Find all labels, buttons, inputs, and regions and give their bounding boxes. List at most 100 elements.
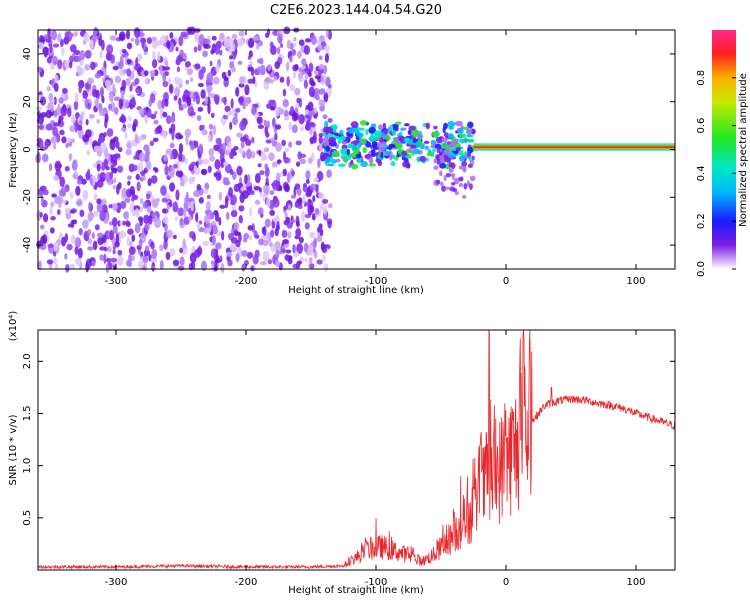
heatmap-cell bbox=[339, 129, 344, 136]
heatmap-cell bbox=[70, 138, 75, 144]
heatmap-cell bbox=[57, 33, 62, 43]
heatmap-y-axis-label: Frequency (Hz) bbox=[8, 112, 19, 188]
heatmap-cell bbox=[424, 145, 429, 151]
heatmap-cell bbox=[109, 139, 116, 151]
heatmap-cell bbox=[180, 31, 188, 38]
heatmap-cell bbox=[229, 151, 234, 160]
heatmap-cell bbox=[240, 136, 247, 143]
heatmap-cell bbox=[143, 144, 150, 152]
heatmap-cell bbox=[296, 220, 300, 228]
heatmap-cell bbox=[121, 79, 127, 91]
heatmap-cell bbox=[127, 175, 132, 180]
heatmap-cell bbox=[145, 106, 149, 112]
heatmap-cell bbox=[43, 230, 49, 235]
heatmap-cell bbox=[471, 155, 475, 161]
heatmap-cell bbox=[109, 230, 114, 241]
heatmap-cell bbox=[179, 217, 184, 226]
heatmap-cell bbox=[134, 222, 141, 234]
heatmap-cell bbox=[98, 36, 103, 47]
heatmap-cell bbox=[87, 237, 93, 245]
heatmap-cell bbox=[44, 34, 49, 40]
heatmap-cell bbox=[67, 107, 72, 118]
heatmap-cell bbox=[458, 182, 464, 188]
heatmap-cell bbox=[126, 68, 132, 77]
heatmap-cell bbox=[310, 183, 317, 191]
heatmap-cell bbox=[87, 102, 92, 110]
heatmap-cell bbox=[164, 98, 169, 107]
heatmap-cell bbox=[49, 43, 53, 54]
heatmap-cell bbox=[104, 79, 111, 88]
heatmap-cell bbox=[93, 210, 99, 218]
heatmap-cell bbox=[257, 207, 264, 216]
snr-panel: -300 -200 -100 0 100 0.5 1.0 1.5 2.0 Height of … bbox=[8, 311, 676, 596]
heatmap-cell bbox=[254, 199, 261, 205]
heatmap-cell bbox=[307, 115, 311, 126]
heatmap-cell bbox=[127, 122, 132, 129]
heatmap-cell bbox=[356, 157, 362, 164]
heatmap-cell bbox=[274, 60, 281, 70]
heatmap-cell bbox=[238, 83, 245, 88]
heatmap-cell bbox=[162, 131, 167, 139]
heatmap-cell bbox=[221, 142, 227, 152]
heatmap-cell bbox=[47, 243, 54, 249]
heatmap-cell bbox=[106, 44, 114, 55]
heatmap-cell bbox=[223, 96, 227, 106]
heatmap-cell bbox=[303, 45, 311, 55]
heatmap-cell bbox=[61, 236, 66, 247]
snr-x-axis-label: Height of straight line (km) bbox=[288, 585, 424, 596]
heatmap-cell bbox=[162, 216, 169, 225]
heatmap-cell bbox=[318, 223, 323, 229]
heatmap-cell bbox=[109, 171, 114, 180]
heatmap-cell bbox=[74, 237, 82, 248]
colorbar-tick-label: 0.2 bbox=[696, 213, 707, 229]
heatmap-cell bbox=[125, 220, 130, 226]
heatmap-cell bbox=[122, 48, 127, 54]
heatmap-cell bbox=[74, 257, 82, 266]
heatmap-cell bbox=[105, 263, 109, 274]
heatmap-cell bbox=[440, 181, 444, 187]
heatmap-cell bbox=[204, 209, 210, 215]
heatmap-cell bbox=[278, 185, 283, 192]
heatmap-cell bbox=[98, 136, 105, 143]
heatmap-cell bbox=[294, 87, 301, 96]
heatmap-cell bbox=[188, 164, 194, 172]
heatmap-cell bbox=[431, 131, 439, 137]
heatmap-cell bbox=[165, 251, 171, 261]
snr-x-tick-label: -100 bbox=[365, 577, 388, 588]
heatmap-cell bbox=[192, 93, 196, 103]
heatmap-cell bbox=[159, 64, 163, 75]
heatmap-cell bbox=[125, 197, 131, 204]
heatmap-cell bbox=[262, 184, 270, 194]
heatmap-cell bbox=[295, 140, 302, 146]
heatmap-cell bbox=[214, 43, 221, 55]
heatmap-cell bbox=[178, 142, 184, 154]
heatmap-cell bbox=[281, 108, 285, 115]
heatmap-cell bbox=[344, 156, 348, 164]
heatmap-cell bbox=[337, 163, 346, 168]
heatmap-cell bbox=[172, 234, 177, 240]
heatmap-cell bbox=[56, 209, 61, 216]
heatmap-cell bbox=[110, 164, 114, 170]
heatmap-cell bbox=[265, 131, 270, 138]
heatmap-cell bbox=[110, 257, 118, 263]
heatmap-cell bbox=[129, 84, 133, 92]
heatmap-cell bbox=[283, 156, 290, 164]
heatmap-cell bbox=[172, 259, 180, 267]
heatmap-cell bbox=[333, 132, 339, 136]
heatmap-cell bbox=[301, 64, 306, 70]
heatmap-cell bbox=[466, 134, 472, 138]
heatmap-cell bbox=[125, 77, 131, 86]
heatmap-cell bbox=[143, 70, 149, 77]
heatmap-cell bbox=[169, 32, 174, 39]
heatmap-cell bbox=[193, 165, 198, 173]
heatmap-cell bbox=[59, 176, 66, 188]
heatmap-cell bbox=[244, 97, 249, 107]
heatmap-cell bbox=[279, 43, 284, 48]
heatmap-cell bbox=[355, 153, 362, 159]
heatmap-cell bbox=[323, 92, 329, 103]
heatmap-cell bbox=[178, 35, 184, 47]
heatmap-cell bbox=[307, 245, 314, 257]
heatmap-cell bbox=[359, 120, 368, 126]
heatmap-cell bbox=[157, 99, 163, 110]
